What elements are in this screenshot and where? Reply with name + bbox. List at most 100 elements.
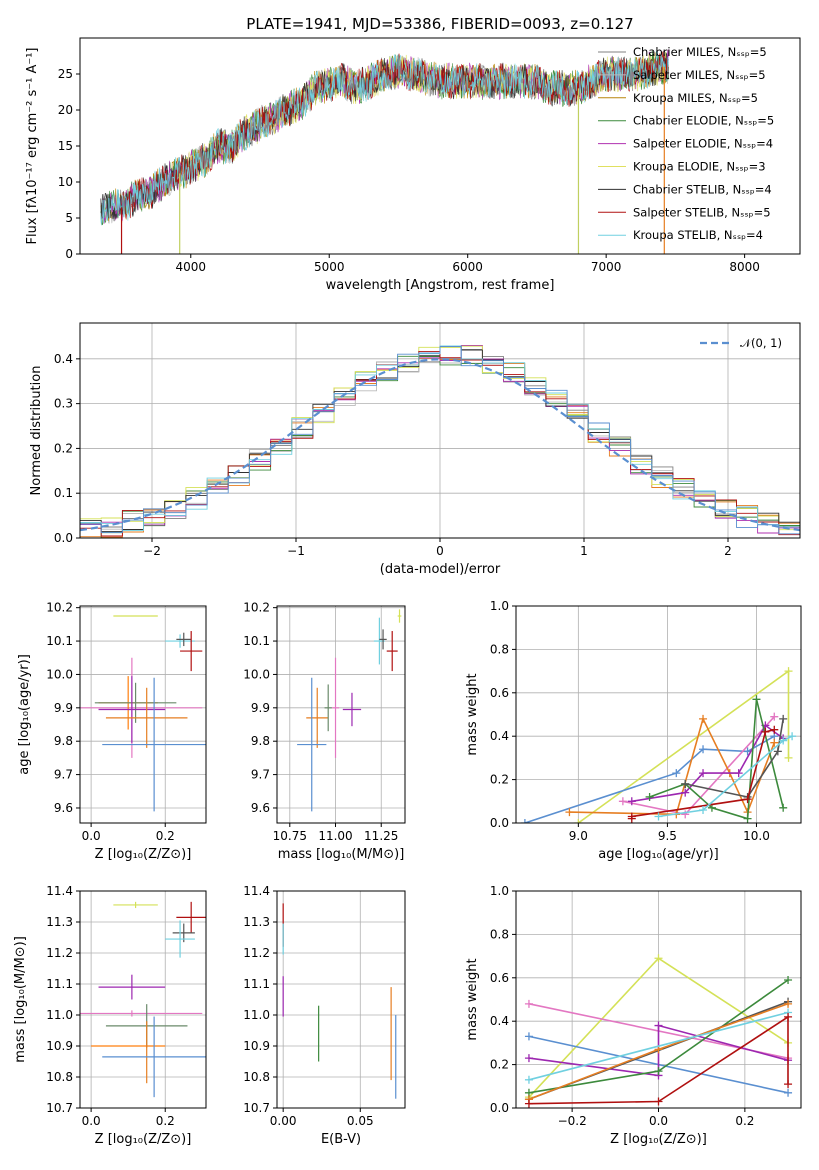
axes-frame <box>79 322 801 539</box>
y-tick-label: 0.1 <box>54 486 73 500</box>
plot-area <box>524 954 793 1108</box>
weight-marker <box>779 803 788 812</box>
errorbar-point <box>180 631 203 672</box>
axes-frame <box>276 605 406 824</box>
y-tick-label: 0.6 <box>490 686 509 700</box>
panel-mass-vs-EBV: 0.00 0.05 10.7 10.8 10.9 11.0 11.1 11.2 11.3 11.4… <box>243 884 406 1147</box>
y-tick-label: 10.8 <box>243 1070 270 1084</box>
weight-marker <box>699 769 708 778</box>
y-tick-label: 9.9 <box>251 701 270 715</box>
axes-frame <box>79 37 801 255</box>
errorbar-point <box>324 684 332 732</box>
legend: Chabrier MILES, Nₛₛₚ=5 Salpeter MILES, Nₛ… <box>598 45 774 242</box>
errorbar-point <box>297 677 327 812</box>
y-tick-label: 10.9 <box>243 1039 270 1053</box>
weight-marker <box>743 795 752 804</box>
weight-series <box>631 724 784 803</box>
weight-marker <box>699 714 708 723</box>
y-tick-label: 0.8 <box>490 642 509 656</box>
panel-age-vs-mass: 10.75 11.00 11.25 9.6 9.7 9.8 9.9 10.0 10.1 10.2 m… <box>243 601 406 862</box>
errorbar-point <box>105 687 188 748</box>
weight-marker <box>743 814 752 823</box>
x-tick-label: 0.0 <box>82 829 101 843</box>
errorbar-point <box>397 609 402 623</box>
x-axis-label: wavelength [Angstrom, rest frame] <box>326 278 555 293</box>
y-tick-label: 9.8 <box>54 734 73 748</box>
axes-frame <box>276 890 406 1109</box>
y-tick-label: 0.2 <box>490 1058 509 1072</box>
y-tick-label: 0.0 <box>490 1101 509 1115</box>
weight-marker <box>784 1088 793 1097</box>
weight-marker <box>524 1099 533 1108</box>
weight-marker <box>654 954 663 963</box>
errorbar-point <box>102 1016 206 1098</box>
weight-marker <box>654 1097 663 1106</box>
y-tick-label: 0.2 <box>54 441 73 455</box>
y-tick-label: 15 <box>58 139 73 153</box>
weight-marker <box>779 714 788 723</box>
y-tick-label: 1.0 <box>490 599 509 613</box>
y-tick-label: 1.0 <box>490 884 509 898</box>
legend-entry: Chabrier STELIB, Nₛₛₚ=4 <box>633 182 772 196</box>
y-axis-label: age [log₁₀(age/yr)] <box>17 654 32 775</box>
x-tick-label: 0.2 <box>735 1114 754 1128</box>
weight-marker <box>524 1032 533 1041</box>
axes-frame <box>79 605 207 824</box>
x-tick-label: 2 <box>724 544 732 558</box>
panel-age-vs-Z: 0.0 0.2 9.6 9.7 9.8 9.9 10.0 10.1 10.2 Z [log₁₀(Z… <box>17 601 207 862</box>
errorbar-point <box>176 901 206 933</box>
weight-marker <box>524 999 533 1008</box>
y-tick-label: 11.1 <box>243 977 270 991</box>
weight-marker <box>770 712 779 721</box>
y-tick-label: 0.2 <box>490 773 509 787</box>
weight-marker <box>681 788 690 797</box>
y-tick-label: 10.2 <box>243 601 270 615</box>
y-tick-label: 10.7 <box>46 1101 73 1115</box>
y-tick-label: 10 <box>58 175 73 189</box>
weight-marker <box>681 779 690 788</box>
errorbar-point <box>331 657 340 758</box>
y-tick-label: 11.4 <box>243 884 270 898</box>
weight-series <box>685 718 784 798</box>
y-tick-label: 10.0 <box>243 667 270 681</box>
weight-marker <box>699 745 708 754</box>
panel-weights-vs-age: 9.0 9.5 10.0 0.0 0.2 0.4 0.6 0.8 1.0 age [log₁₀(a… <box>465 599 802 862</box>
errorbar-point <box>113 901 158 909</box>
plot-area <box>80 901 206 1098</box>
y-tick-label: 11.3 <box>243 915 270 929</box>
errorbar-point <box>165 920 195 958</box>
errorbar-point <box>102 677 206 812</box>
legend-entry: Salpeter ELODIE, Nₛₛₚ=4 <box>633 137 773 151</box>
x-tick-label: 0.05 <box>347 1114 374 1128</box>
panel-residuals: −2 −1 0 1 2 0.0 0.1 0.2 0.3 0.4 (data-model)/error… <box>29 322 801 577</box>
y-tick-label: 0.3 <box>54 397 73 411</box>
legend-entry: Salpeter STELIB, Nₛₛₚ=5 <box>633 205 771 219</box>
weight-marker <box>784 999 793 1008</box>
x-tick-label: 6000 <box>452 260 483 274</box>
y-axis-label: mass weight <box>465 673 480 755</box>
legend: 𝒩(0, 1) <box>700 336 782 350</box>
weight-series <box>528 1011 789 1081</box>
weight-marker <box>627 797 636 806</box>
x-tick-label: 1 <box>580 544 588 558</box>
weight-marker <box>524 1054 533 1063</box>
axes-frame <box>79 890 207 1109</box>
plot-area <box>80 615 206 812</box>
spectrum-series <box>100 50 669 226</box>
x-axis-label: E(B-V) <box>321 1132 361 1147</box>
plot-area <box>80 345 800 538</box>
plot-area <box>100 49 669 254</box>
errorbar-point <box>80 1010 203 1017</box>
x-tick-label: 0.00 <box>270 1114 297 1128</box>
errorbar-point <box>306 687 329 748</box>
x-tick-label: 9.5 <box>658 829 677 843</box>
x-tick-label: 0.0 <box>649 1114 668 1128</box>
y-tick-label: 11.3 <box>46 915 73 929</box>
histogram-series <box>80 345 800 538</box>
y-tick-label: 0.0 <box>490 816 509 830</box>
plot-area <box>297 609 402 812</box>
x-tick-label: 0.2 <box>156 1114 175 1128</box>
weight-marker <box>784 753 793 762</box>
x-axis-label: (data-model)/error <box>380 562 501 577</box>
legend-entry: Kroupa ELODIE, Nₛₛₚ=3 <box>633 160 766 174</box>
